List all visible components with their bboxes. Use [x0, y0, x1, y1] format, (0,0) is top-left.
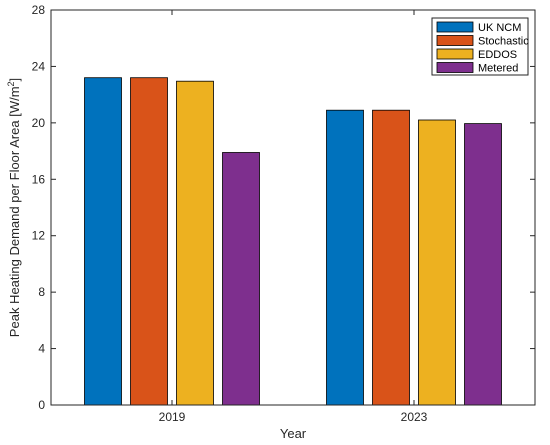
plot-area-frame	[50, 9, 536, 406]
bar-eddos-2023	[418, 119, 456, 406]
x-axis-label: Year	[280, 426, 307, 441]
legend-label-stochastic: Stochastic	[478, 36, 529, 48]
bar-stochastic-2023	[372, 109, 410, 406]
bar-uk-ncm-2019	[84, 77, 122, 406]
y-tick-label-8: 8	[38, 285, 45, 299]
y-tick-label-0: 0	[38, 398, 45, 412]
y-tick-label-4: 4	[38, 342, 45, 356]
y-tick-label-20: 20	[32, 116, 46, 130]
y-tick-label-16: 16	[32, 172, 46, 186]
legend-swatch-metered	[436, 62, 474, 73]
bar-metered-2019	[222, 152, 260, 406]
legend-swatch-uk-ncm	[436, 21, 474, 33]
y-axis-label-close: ]	[7, 78, 22, 82]
bars-group	[84, 77, 502, 406]
y-axis-label-text: Peak Heating Demand per Floor Area [W/m	[7, 86, 22, 337]
legend-label-eddos: EDDOS	[478, 49, 517, 61]
legend-swatch-eddos	[436, 48, 474, 60]
y-tick-label-12: 12	[32, 229, 46, 243]
bar-metered-2023	[464, 123, 502, 406]
x-tick-label-2023: 2023	[401, 410, 428, 424]
y-axis-label: Peak Heating Demand per Floor Area [W/m2…	[6, 78, 22, 337]
legend-swatch-stochastic	[436, 35, 474, 46]
legend-label-uk-ncm: UK NCM	[478, 22, 521, 34]
x-tick-label-2019: 2019	[159, 410, 186, 424]
bar-uk-ncm-2023	[326, 109, 364, 406]
bar-eddos-2019	[176, 80, 214, 406]
y-tick-label-28: 28	[32, 3, 46, 17]
axis-ticks: 2019 2023 0 4 8 12 16 20 24 28	[32, 3, 535, 424]
y-tick-label-24: 24	[32, 59, 46, 73]
legend-label-metered: Metered	[478, 63, 518, 75]
bar-stochastic-2019	[130, 77, 168, 406]
y-axis-label-superscript: 2	[6, 81, 16, 86]
